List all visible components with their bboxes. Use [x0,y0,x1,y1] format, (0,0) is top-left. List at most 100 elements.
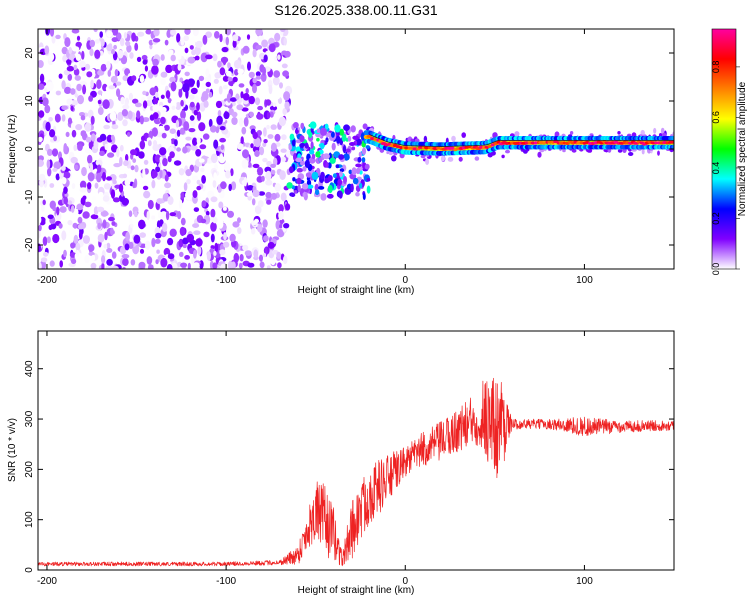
snr-y-ticks: 0 100 200 300 400 [24,360,674,573]
spectrogram-cell [326,193,334,199]
spectrogram-cell [300,160,305,166]
spectrogram-cell [90,79,94,89]
spectrogram-cell [142,181,148,185]
spectrogram-cell [562,149,566,153]
spectrogram-cell [254,97,261,106]
spectrogram-cell [208,118,213,128]
spectrogram-cell [264,166,272,173]
spectrogram-cell [185,190,193,201]
spectrogram-cell [386,150,390,155]
spectrogram-cell [235,133,239,141]
spectrogram-cell [192,29,199,37]
spectrogram-cell [122,104,130,110]
spectrogram-cell [120,96,125,105]
spectrogram-cell [277,54,281,60]
spectrogram-cell [247,262,255,268]
spectrogram-cell [505,149,510,154]
spectrogram-cell [226,93,232,103]
spectrogram-cell [399,146,403,150]
spectrogram-cell [116,88,121,97]
spectrogram-cell [38,262,42,269]
spectrogram-cell [87,172,95,182]
spectrogram-cell [169,128,176,134]
spectrogram-cell [170,29,177,36]
spectrogram-cell [366,185,371,194]
spectrogram-cell [280,192,287,202]
spectrogram-cell [159,156,163,162]
spectrogram-cell [44,45,50,55]
spectrogram-cell [145,177,153,183]
spectrogram-cell [73,64,78,71]
spectrogram-cell [197,246,202,256]
spectrogram-cell [378,139,384,143]
spectrogram-cell [365,145,370,149]
spectrogram-cell [289,166,294,174]
spectrogram-cell [252,131,258,140]
spectrogram-cell [270,163,276,168]
spectrogram-cell [134,42,139,51]
spectrogram-cell [337,178,343,186]
spectrogram-cell [331,142,336,151]
spectrogram-cell [261,181,267,192]
spectrogram-cell [87,154,93,164]
spectrogram-cell [180,37,185,46]
spectrogram-cell [220,263,227,269]
spectrogram-cell [170,54,176,62]
spectrogram-cell [309,121,317,129]
spectrogram-cell [171,262,178,269]
colorbar-label: Normalized spectral amplitude [737,81,748,216]
spectrogram-cell [38,60,44,68]
spectrogram-cell [161,222,168,232]
spectrogram-cell [196,136,201,145]
spectrogram-cell [262,66,266,76]
spectrogram-cell [176,33,181,43]
spectrogram-cell [251,198,256,206]
spectrogram-cell [142,168,146,179]
spectrogram-cell [71,258,77,264]
spectrogram-cell [255,29,263,36]
spectrogram-cell [184,255,191,260]
spectrogram-cell [90,262,97,269]
spectrogram-cell [205,210,210,216]
spectrogram-x-tick-label: -100 [216,275,236,286]
spectrogram-cell [246,192,252,197]
spectrogram-cell [160,71,168,78]
spectrogram-cell [162,157,168,167]
spectrogram-cell [189,115,195,121]
spectrogram-cell [103,244,108,249]
spectrogram-cell [179,226,186,236]
spectrogram-cell [149,44,153,50]
spectrogram-cell [263,54,268,63]
spectrogram-cell [89,162,94,173]
spectrogram-cell [61,114,66,122]
spectrogram-cell [242,93,250,101]
spectrogram-cell [263,127,267,137]
spectrogram-cell [142,90,147,96]
spectrogram-cell [241,126,247,135]
spectrogram-cell [617,131,621,135]
spectrogram-cell [265,179,273,186]
spectrogram-cell [44,104,51,114]
spectrogram-cell [203,231,210,238]
spectrogram-cell [219,33,223,43]
spectrogram-cell [660,127,665,135]
spectrogram-cell [222,85,228,90]
spectrogram-cell [177,63,182,71]
spectrogram-cell [56,206,60,216]
spectrogram-cell [106,176,112,181]
spectrogram-cell [273,70,281,78]
spectrogram-cell [451,135,456,142]
spectrogram-cell [229,97,237,102]
spectrogram-cell [238,83,245,88]
spectrogram-cell [351,146,356,151]
spectrogram-cell [355,163,362,168]
spectrogram-cell [218,85,223,95]
spectrogram-cell [73,68,80,76]
spectrogram-cell [199,144,207,150]
spectrogram-cell [129,219,133,225]
spectrogram-cell [257,105,263,111]
spectrogram-cell [188,128,196,133]
spectrogram-cell [118,194,125,203]
spectrogram-y-label: Frequency (Hz) [7,115,18,184]
spectrogram-cell [53,135,57,142]
